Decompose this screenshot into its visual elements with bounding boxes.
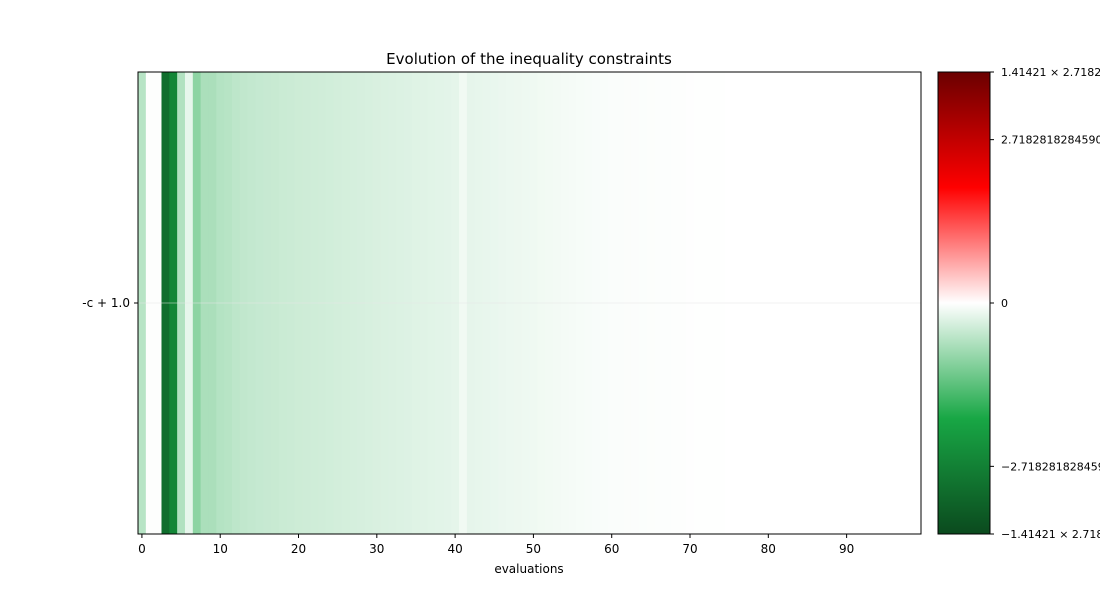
x-tick-label: 70 xyxy=(682,542,697,556)
colorbar-tick-label: −2.718281828459045 xyxy=(1001,460,1100,473)
colorbar-tick-label: 0 xyxy=(1001,297,1008,310)
colorbar-tick-label: −1.41421 × 2.71828182845905 xyxy=(1001,528,1100,541)
x-tick-label: 0 xyxy=(138,542,146,556)
y-tick-label: -c + 1.0 xyxy=(82,296,130,310)
x-tick-label: 40 xyxy=(447,542,462,556)
x-tick-label: 90 xyxy=(839,542,854,556)
colorbar-tick-label: 2.718281828459045 xyxy=(1001,134,1100,147)
colorbar-axis: 1.41421 × 2.71828182845905 2.718281828459… xyxy=(990,66,1100,541)
colorbar xyxy=(938,72,990,534)
x-tick-label: 10 xyxy=(213,542,228,556)
x-tick-label: 30 xyxy=(369,542,384,556)
x-axis-label: evaluations xyxy=(494,562,563,576)
x-tick-label: 60 xyxy=(604,542,619,556)
chart-title: Evolution of the inequality constraints xyxy=(386,50,672,68)
colorbar-tick-label: 1.41421 × 2.71828182845905 xyxy=(1001,66,1100,79)
x-tick-label: 50 xyxy=(526,542,541,556)
y-axis: -c + 1.0 xyxy=(82,296,138,310)
x-axis: 0 10 20 30 40 50 60 70 80 90 xyxy=(138,534,854,556)
x-tick-label: 80 xyxy=(761,542,776,556)
x-tick-label: 20 xyxy=(291,542,306,556)
